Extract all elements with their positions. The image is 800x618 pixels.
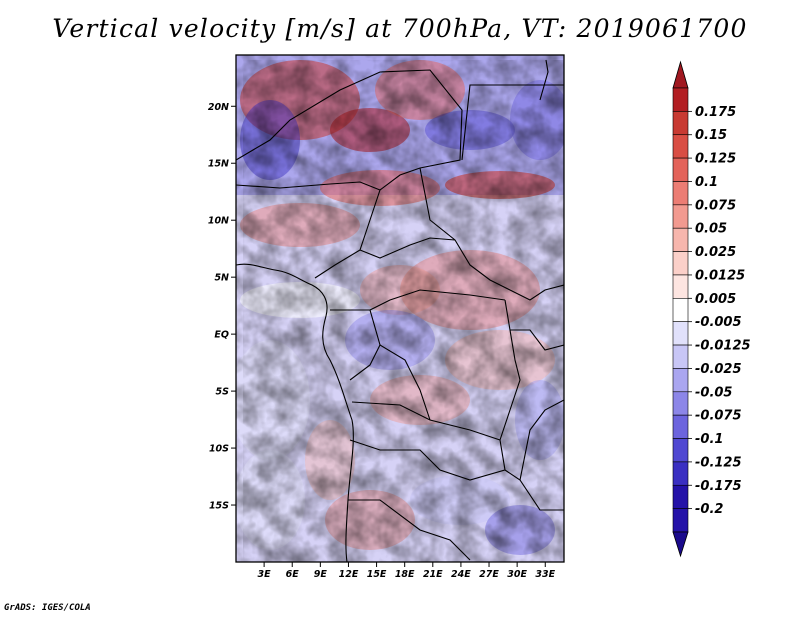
colorbar-swatch <box>672 461 689 486</box>
colorbar-swatch <box>672 251 689 276</box>
colorbar-swatch <box>672 298 689 322</box>
colorbar-bottom-arrow <box>672 531 689 558</box>
lon-tick-label: 9E <box>314 569 328 580</box>
colorbar-swatch <box>672 204 689 229</box>
lon-tick-label: 30E <box>507 569 527 580</box>
colorbar-label: -0.2 <box>695 502 723 517</box>
lon-tick-label: 6E <box>286 569 300 580</box>
colorbar-label: -0.175 <box>695 479 742 494</box>
lon-tick-label: 24E <box>451 569 471 580</box>
colorbar-label: 0.075 <box>695 198 736 213</box>
colorbar-swatch <box>672 227 689 252</box>
colorbar-swatch <box>672 157 689 182</box>
colorbar-swatch <box>672 134 689 159</box>
latitude-axis: 20N 15N 10N 5N EQ 5S 10S 15S <box>208 102 236 512</box>
colorbar-swatch <box>672 484 689 509</box>
lat-tick-label: 5S <box>216 387 230 398</box>
colorbar-label: 0.0125 <box>695 268 745 283</box>
colorbar-label: 0.15 <box>695 128 727 143</box>
lon-tick-label: 21E <box>423 569 443 580</box>
longitude-axis: 3E 6E 9E 12E 15E 18E 21E 24E 27E 30E 33E <box>258 562 556 580</box>
colorbar-swatch <box>672 438 689 463</box>
lat-tick-label: 10N <box>208 216 229 227</box>
colorbar-swatch <box>672 181 689 206</box>
credit-text: GrADS: IGES/COLA <box>4 603 91 613</box>
colorbar-label: -0.1 <box>695 432 723 447</box>
lat-tick-label: EQ <box>214 330 229 341</box>
lon-tick-label: 33E <box>535 569 555 580</box>
colorbar-label: -0.075 <box>695 409 742 424</box>
colorbar-label: 0.025 <box>695 245 736 260</box>
colorbar-top-arrow <box>672 60 689 89</box>
colorbar-label: -0.025 <box>695 362 742 377</box>
colorbar-label: 0.005 <box>695 292 736 307</box>
colorbar-label: 0.05 <box>695 222 727 237</box>
colorbar-label: 0.1 <box>695 175 718 190</box>
colorbar-label: -0.005 <box>695 315 742 330</box>
lon-tick-label: 15E <box>367 569 387 580</box>
colorbar-swatch <box>672 274 689 299</box>
colorbar-swatch <box>672 368 689 393</box>
vertical-velocity-field <box>236 55 564 562</box>
lat-tick-label: 20N <box>208 102 229 113</box>
colorbar: 0.175 0.15 0.125 0.1 0.075 0.05 0.025 0.0125 0.0… <box>672 60 751 558</box>
colorbar-swatch <box>672 508 689 533</box>
lon-tick-label: 18E <box>395 569 415 580</box>
lat-tick-label: 5N <box>214 273 229 284</box>
colorbar-swatch <box>672 111 689 136</box>
chart-title: Vertical velocity [m/s] at 700hPa, VT: 2… <box>52 14 748 43</box>
lat-tick-label: 10S <box>209 444 229 455</box>
colorbar-label: 0.175 <box>695 105 736 120</box>
colorbar-swatch <box>672 344 689 369</box>
colorbar-label: -0.0125 <box>695 339 751 354</box>
colorbar-swatch <box>672 321 689 346</box>
lat-tick-label: 15S <box>209 501 229 512</box>
colorbar-label: -0.05 <box>695 385 732 400</box>
colorbar-label: 0.125 <box>695 152 736 167</box>
boundary-lines <box>236 59 564 562</box>
map-frame <box>235 54 565 563</box>
colorbar-swatch <box>672 414 689 439</box>
lon-tick-label: 3E <box>258 569 272 580</box>
colorbar-swatch <box>672 391 689 416</box>
lat-tick-label: 15N <box>208 159 229 170</box>
colorbar-swatch <box>672 87 689 112</box>
lon-tick-label: 27E <box>479 569 499 580</box>
lon-tick-label: 12E <box>339 569 359 580</box>
colorbar-label: -0.125 <box>695 455 742 470</box>
